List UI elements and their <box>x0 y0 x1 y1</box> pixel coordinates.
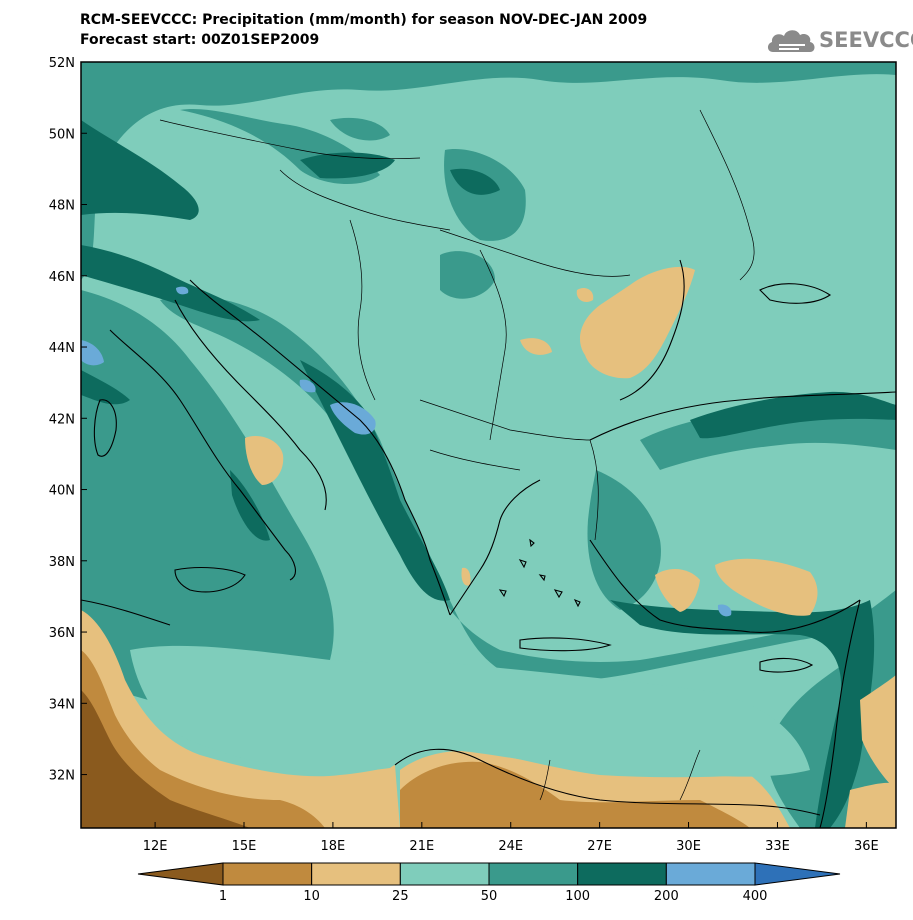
colorbar-label: 1 <box>219 889 227 904</box>
lon-label: 15E <box>232 839 257 854</box>
colorbar-segment <box>137 862 224 886</box>
colorbar-segment <box>488 862 579 886</box>
lon-label: 12E <box>143 839 168 854</box>
precip-100-200 <box>81 120 896 828</box>
colorbar-label: 50 <box>481 889 498 904</box>
colorbar-labels: 1 10 25 50 100 200 400 <box>219 889 768 904</box>
cloud-icon <box>767 30 815 52</box>
lat-label: 40N <box>49 484 75 499</box>
colorbar-label: 400 <box>743 889 768 904</box>
precip-25-50-sea <box>130 645 810 777</box>
precip-200-400 <box>81 286 732 617</box>
colorbar-segments <box>137 862 841 886</box>
title-line-2: Forecast start: 00Z01SEP2009 <box>80 32 320 48</box>
colorbar-segment <box>577 862 667 886</box>
lat-label: 44N <box>49 341 75 356</box>
colorbar-segment <box>311 862 401 886</box>
lon-label: 30E <box>676 839 701 854</box>
precipitation-map: 52N 50N 48N 46N 44N 42N 40N 38N 36N 34N 32N 12E 15E… <box>49 56 897 854</box>
colorbar-segment <box>665 862 756 886</box>
lon-label: 27E <box>587 839 612 854</box>
colorbar-segment <box>754 862 841 886</box>
lat-label: 50N <box>49 127 75 142</box>
lat-label: 42N <box>49 412 75 427</box>
map-title: RCM-SEEVCCC: Precipitation (mm/month) fo… <box>80 10 647 50</box>
lon-label: 36E <box>854 839 879 854</box>
national-borders <box>159 109 755 801</box>
lat-label: 52N <box>49 56 75 71</box>
colorbar-label: 200 <box>654 889 679 904</box>
map-field <box>81 62 896 828</box>
lon-label: 33E <box>765 839 790 854</box>
precip-below-1 <box>81 690 250 828</box>
title-line-1: RCM-SEEVCCC: Precipitation (mm/month) fo… <box>80 12 648 28</box>
colorbar-label: 100 <box>565 889 590 904</box>
lon-label: 24E <box>498 839 523 854</box>
seevccc-logo: SEEVCCC <box>765 24 913 58</box>
latitude-axis: 52N 50N 48N 46N 44N 42N 40N 38N 36N 34N 32N <box>49 56 87 784</box>
map-frame <box>80 61 897 829</box>
longitude-axis: 12E 15E 18E 21E 24E 27E 30E 33E 36E <box>143 822 879 854</box>
colorbar-label: 25 <box>392 889 409 904</box>
lat-label: 38N <box>49 555 75 570</box>
coastlines <box>81 259 896 828</box>
colorbar-segment <box>222 862 313 886</box>
lat-label: 34N <box>49 697 75 712</box>
lat-label: 46N <box>49 270 75 285</box>
lon-label: 18E <box>321 839 346 854</box>
logo-text: SEEVCCC <box>819 28 913 52</box>
colorbar-segment <box>399 862 490 886</box>
colorbar-label: 10 <box>303 889 320 904</box>
colorbar: 1 10 25 50 100 200 400 <box>137 862 841 904</box>
lon-label: 21E <box>409 839 434 854</box>
lat-label: 48N <box>49 199 75 214</box>
lat-label: 36N <box>49 626 75 641</box>
lat-label: 32N <box>49 769 75 784</box>
